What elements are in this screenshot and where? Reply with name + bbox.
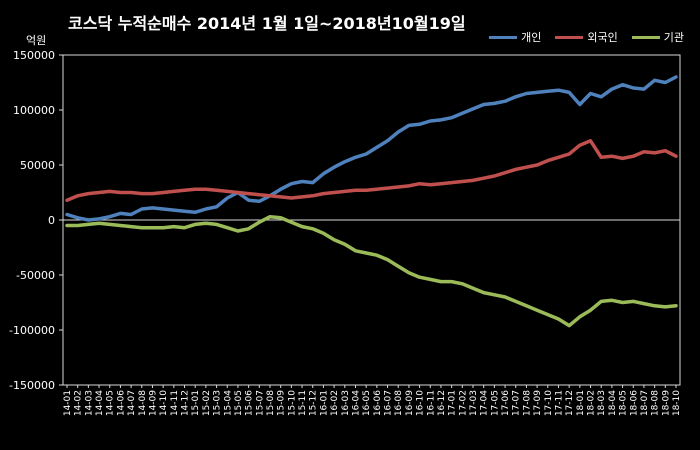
x-tick-label: 18-01 <box>576 390 586 416</box>
legend-label-individual: 개인 <box>521 31 542 44</box>
x-tick-label: 16-09 <box>405 390 415 416</box>
legend-label-foreign: 외국인 <box>587 31 618 44</box>
series-line-0 <box>65 75 678 222</box>
x-tick-label: 16-01 <box>319 390 329 416</box>
x-tick-label: 14-06 <box>116 390 126 416</box>
x-tick-label: 16-12 <box>437 390 447 416</box>
chart-title: 코스닥 누적순매수 2014년 1월 1일~2018년10월19일 <box>68 14 466 33</box>
legend-item-foreign: 외국인 <box>555 29 618 45</box>
y-tick-label: -50000 <box>16 269 55 282</box>
x-tick-label: 15-06 <box>245 390 255 416</box>
x-tick-label: 15-01 <box>191 390 201 416</box>
legend-item-individual: 개인 <box>489 29 541 45</box>
x-tick-label: 15-02 <box>202 390 212 416</box>
x-tick-label: 18-05 <box>619 390 629 416</box>
x-tick-label: 18-08 <box>651 390 661 416</box>
x-tick-label: 16-03 <box>341 390 351 416</box>
x-tick-label: 15-05 <box>234 390 244 416</box>
series-line-1 <box>65 139 678 202</box>
x-tick-label: 15-10 <box>287 390 297 416</box>
x-tick-label: 17-11 <box>554 390 564 416</box>
x-tick-label: 14-04 <box>95 390 105 416</box>
x-tick-label: 18-06 <box>629 390 639 416</box>
y-tick-label: 50000 <box>20 159 55 172</box>
x-tick-label: 14-05 <box>106 390 116 416</box>
x-tick-label: 16-11 <box>426 390 436 416</box>
x-tick-label: 18-10 <box>672 390 682 416</box>
y-tick-label: 150000 <box>13 49 55 62</box>
legend-swatch-foreign <box>555 35 584 39</box>
x-tick-label: 14-03 <box>84 390 94 416</box>
legend-label-institution: 기관 <box>663 31 684 44</box>
x-tick-label: 17-03 <box>469 390 479 416</box>
x-tick-label: 16-08 <box>394 390 404 416</box>
x-tick-label: 17-07 <box>512 390 522 416</box>
x-tick-label: 15-04 <box>223 390 233 416</box>
x-tick-label: 14-01 <box>63 390 73 416</box>
x-tick-label: 14-08 <box>138 390 148 416</box>
x-tick-label: 17-05 <box>490 390 500 416</box>
x-tick-label: 18-09 <box>661 390 671 416</box>
x-tick-label: 14-02 <box>74 390 84 416</box>
x-tick-label: 15-03 <box>213 390 223 416</box>
x-tick-label: 14-12 <box>181 390 191 416</box>
series-line-2 <box>65 214 678 328</box>
x-tick-label: 17-09 <box>533 390 543 416</box>
x-tick-label: 17-02 <box>458 390 468 416</box>
x-tick-label: 16-10 <box>416 390 426 416</box>
x-tick-label: 18-03 <box>597 390 607 416</box>
x-tick-label: 17-04 <box>480 390 490 416</box>
x-tick-label: 14-07 <box>127 390 137 416</box>
y-axis-unit-label: 억원 <box>26 34 47 47</box>
legend-swatch-institution <box>631 35 660 39</box>
y-tick-label: -150000 <box>9 379 55 392</box>
x-tick-label: 14-09 <box>148 390 158 416</box>
x-tick-label: 16-07 <box>384 390 394 416</box>
y-tick-label: 100000 <box>13 104 55 117</box>
x-tick-label: 15-11 <box>298 390 308 416</box>
x-tick-label: 15-08 <box>266 390 276 416</box>
legend-swatch-individual <box>489 35 518 39</box>
x-tick-label: 18-04 <box>608 390 618 416</box>
x-tick-label: 16-02 <box>330 390 340 416</box>
x-tick-label: 14-11 <box>170 390 180 416</box>
x-tick-label: 17-01 <box>448 390 458 416</box>
legend: 개인 외국인 기관 <box>489 29 684 45</box>
x-tick-label: 17-06 <box>501 390 511 416</box>
x-tick-label: 18-07 <box>640 390 650 416</box>
x-tick-label: 15-12 <box>309 390 319 416</box>
x-tick-label: 17-08 <box>522 390 532 416</box>
legend-item-institution: 기관 <box>631 29 684 45</box>
x-tick-label: 14-10 <box>159 390 169 416</box>
x-tick-label: 16-06 <box>373 390 383 416</box>
x-tick-label: 15-07 <box>255 390 265 416</box>
y-tick-label: 0 <box>48 214 55 227</box>
x-tick-label: 16-05 <box>362 390 372 416</box>
x-tick-label: 17-12 <box>565 390 575 416</box>
x-tick-label: 16-04 <box>351 390 361 416</box>
x-tick-label: 17-10 <box>544 390 554 416</box>
x-tick-label: 15-09 <box>277 390 287 416</box>
x-tick-label: 18-02 <box>587 390 597 416</box>
y-tick-label: -100000 <box>9 324 55 337</box>
